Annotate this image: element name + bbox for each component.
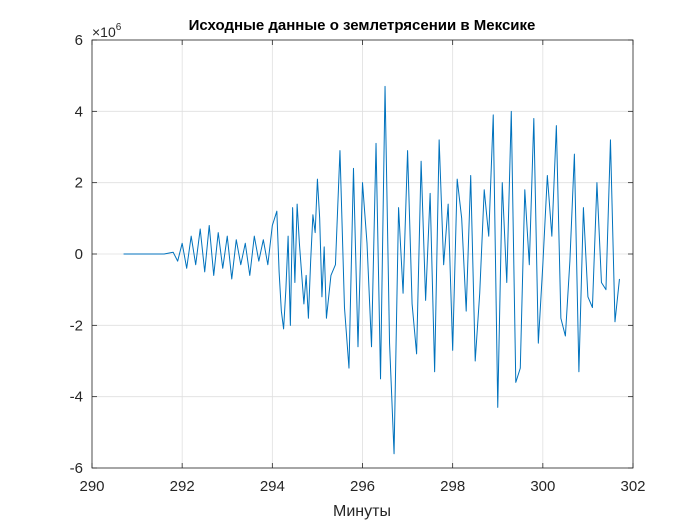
x-tick-label: 298	[440, 478, 465, 495]
y-tick-label: 6	[75, 32, 83, 49]
y-tick-label: 0	[75, 246, 83, 263]
x-axis-tick-labels: 290 292 294 296 298 300 302	[79, 478, 645, 495]
y-tick-label: -2	[70, 317, 83, 334]
x-axis-label: Минуты	[333, 503, 391, 520]
y-tick-label: -6	[70, 460, 83, 477]
grid	[91, 39, 634, 469]
x-tick-label: 290	[79, 478, 104, 495]
axis-ticks	[91, 39, 634, 469]
y-axis-exponent-label: ×106	[92, 22, 122, 40]
x-tick-label: 296	[350, 478, 375, 495]
y-axis-tick-labels: -6 -4 -2 0 2 4 6	[70, 32, 83, 477]
x-tick-label: 292	[170, 478, 195, 495]
x-tick-label: 294	[260, 478, 285, 495]
y-tick-label: -4	[70, 389, 83, 406]
chart-title: Исходные данные о землетрясении в Мексик…	[189, 17, 536, 34]
series-layer	[123, 85, 620, 455]
y-axis-exponent-power: 6	[116, 22, 122, 33]
series-line-0	[123, 85, 620, 455]
x-tick-label: 302	[620, 478, 645, 495]
y-axis-exponent-base: ×10	[92, 24, 116, 40]
y-tick-label: 2	[75, 175, 83, 192]
y-tick-label: 4	[75, 103, 83, 120]
x-tick-label: 300	[530, 478, 555, 495]
